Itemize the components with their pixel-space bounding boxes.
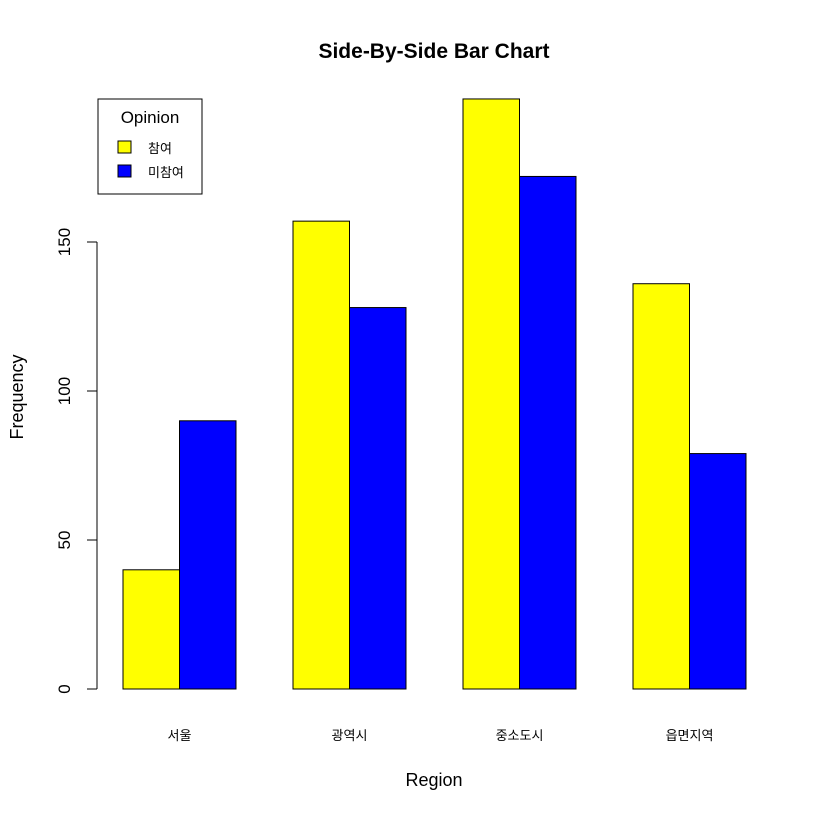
legend-label: 미참여 <box>148 166 184 181</box>
x-category-label: 광역시 <box>332 729 368 744</box>
category-labels: 서울 광역시 중소도시 읍면지역 <box>168 729 714 744</box>
legend-label: 참여 <box>148 142 172 157</box>
y-axis: 0 50 100 150 <box>55 228 98 694</box>
x-category-label: 읍면지역 <box>666 729 714 744</box>
legend-swatch <box>117 140 132 154</box>
x-category-label: 서울 <box>168 729 192 744</box>
y-tick-label: 100 <box>55 377 74 405</box>
bar-participate <box>462 98 520 690</box>
bar-not-participate <box>689 453 747 690</box>
bar-not-participate <box>519 175 577 690</box>
bars <box>122 98 747 690</box>
y-tick-label: 50 <box>55 531 74 550</box>
bar-participate <box>292 220 350 690</box>
bar-not-participate <box>349 307 407 690</box>
y-tick-label: 0 <box>55 684 74 693</box>
y-axis-label: Frequency <box>7 354 27 439</box>
legend-title: Opinion <box>121 108 180 127</box>
x-axis-label: Region <box>405 770 462 790</box>
bar-participate <box>122 569 180 690</box>
bar-not-participate <box>179 420 237 690</box>
x-category-label: 중소도시 <box>496 729 544 744</box>
legend-box <box>97 98 203 195</box>
chart-title: Side-By-Side Bar Chart <box>318 40 549 63</box>
legend-swatch <box>117 164 132 178</box>
y-tick-label: 150 <box>55 228 74 256</box>
bar-participate <box>632 283 690 690</box>
